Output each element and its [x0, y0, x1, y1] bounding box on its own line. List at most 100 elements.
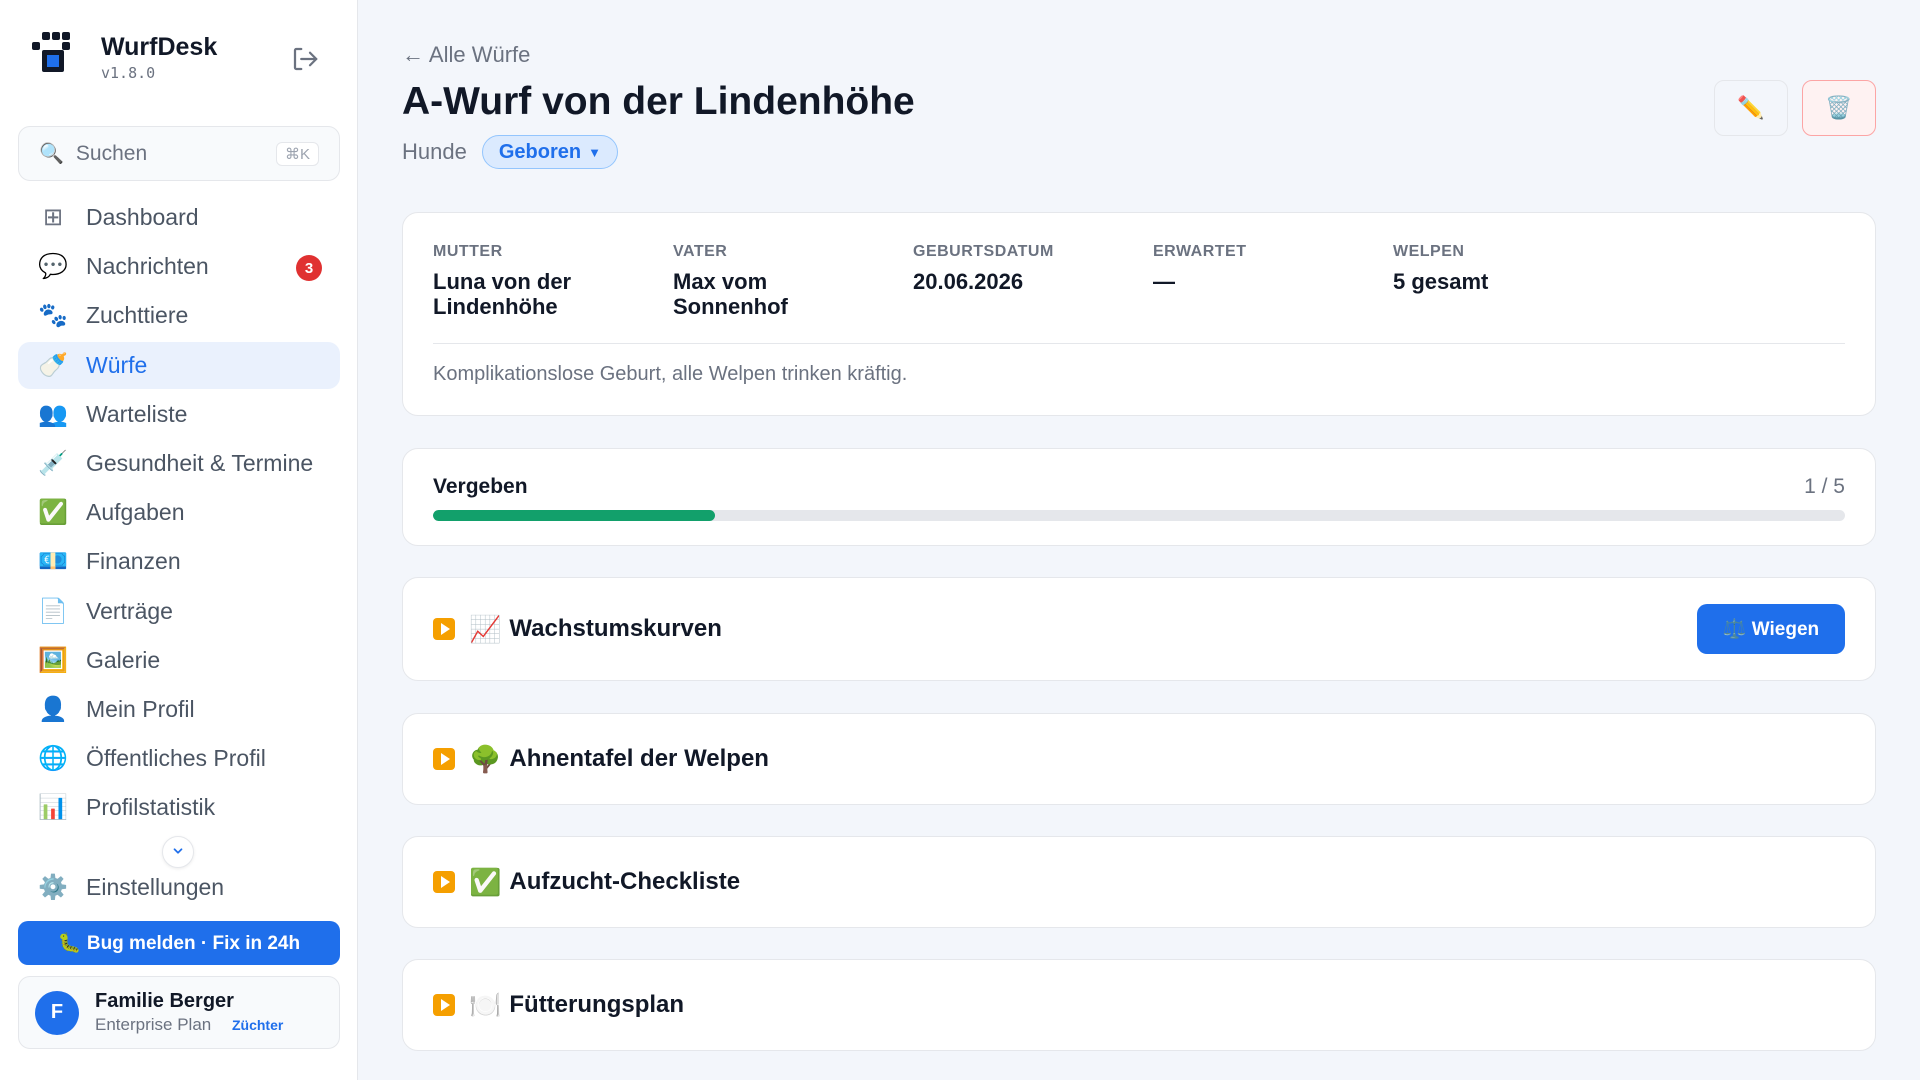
sidebar-item-label: Einstellungen	[86, 874, 225, 900]
sidebar-item-oeffentliches-profil[interactable]: 🌐 Öffentliches Profil	[18, 735, 340, 782]
sidebar-item-label: Mein Profil	[86, 695, 195, 722]
search-placeholder: Suchen	[75, 141, 148, 165]
sidebar-item-dashboard[interactable]: ⊞ Dashboard	[18, 194, 340, 241]
speech-bubble-icon: 💬	[38, 253, 68, 281]
gear-icon: ⚙️	[38, 874, 68, 901]
divider	[433, 343, 1845, 344]
progress-count: 1 / 5	[1804, 475, 1845, 498]
section-title: Wachstumskurven	[509, 615, 722, 642]
app-version: v1.8.0	[101, 64, 156, 82]
sidebar-item-profilstatistik[interactable]: 📊 Profilstatistik	[18, 784, 340, 831]
user-role: Züchter	[231, 1017, 284, 1033]
chevron-down-icon: ▼	[588, 144, 601, 160]
baby-bottle-icon: 🍼	[38, 351, 68, 379]
search-input[interactable]: 🔍 Suchen ⌘K	[18, 126, 340, 181]
fact-puppies: WELPEN 5 gesamt	[1393, 243, 1489, 294]
section-feeding-plan[interactable]: 🍽️ Fütterungsplan	[402, 959, 1876, 1051]
globe-icon: 🌐	[38, 745, 68, 773]
sidebar-item-label: Gesundheit & Termine	[86, 449, 314, 476]
section-rearing-checklist[interactable]: ✅ Aufzucht-Checkliste	[402, 836, 1876, 928]
back-link[interactable]: ← Alle Würfe	[402, 42, 531, 67]
sidebar-item-mein-profil[interactable]: 👤 Mein Profil	[18, 686, 340, 733]
people-icon: 👥	[38, 400, 68, 428]
paw-icon: 🐾	[38, 302, 68, 330]
fact-father: VATER Max vom Sonnenhof	[673, 243, 788, 319]
section-title: Fütterungsplan	[509, 991, 685, 1018]
chevron-down-icon	[171, 844, 185, 861]
main-content: ← Alle Würfe A-Wurf von der Lindenhöhe H…	[358, 0, 1920, 1080]
edit-button[interactable]: ✏️	[1714, 80, 1788, 136]
litter-info-card: MUTTER Luna von der Lindenhöhe VATER Max…	[402, 212, 1876, 416]
sidebar-item-vertraege[interactable]: 📄 Verträge	[18, 588, 340, 635]
sidebar-item-label: Warteliste	[86, 400, 188, 427]
euro-bill-icon: 💶	[38, 548, 68, 576]
sidebar-item-label: Aufgaben	[86, 499, 185, 526]
section-title: Aufzucht-Checkliste	[509, 868, 741, 895]
expand-icon	[433, 871, 455, 893]
sidebar-item-label: Nachrichten	[86, 253, 209, 280]
status-dropdown[interactable]: Geboren ▼	[481, 135, 618, 169]
user-plan: Enterprise Plan	[95, 1015, 212, 1034]
pencil-icon: ✏️	[1737, 95, 1765, 120]
user-card[interactable]: F Familie Berger Enterprise Plan Züchter	[18, 976, 340, 1049]
report-bug-button[interactable]: 🐛 Bug melden · Fix in 24h	[18, 921, 340, 965]
sidebar-item-warteliste[interactable]: 👥 Warteliste	[18, 391, 340, 438]
sidebar-item-label: Würfe	[86, 351, 148, 378]
weigh-button[interactable]: ⚖️ Wiegen	[1697, 604, 1845, 654]
sidebar-item-galerie[interactable]: 🖼️ Galerie	[18, 637, 340, 684]
scroll-down-button[interactable]	[162, 836, 194, 868]
sidebar-nav: ⊞ Dashboard 💬 Nachrichten 3 🐾 Zuchttiere…	[18, 194, 340, 833]
sidebar: WurfDesk v1.8.0 🔍 Suchen ⌘K ⊞ Dashboard …	[0, 0, 358, 1080]
progress-label: Vergeben	[433, 475, 528, 498]
document-icon: 📄	[38, 597, 68, 625]
sidebar-item-label: Zuchttiere	[86, 302, 189, 329]
user-name: Familie Berger	[95, 990, 234, 1012]
logout-icon[interactable]	[290, 44, 320, 74]
sidebar-item-zuchttiere[interactable]: 🐾 Zuchttiere	[18, 292, 340, 339]
dashboard-icon: ⊞	[42, 204, 64, 231]
expand-icon	[433, 618, 455, 640]
sidebar-item-wuerfe[interactable]: 🍼 Würfe	[18, 341, 340, 389]
syringe-icon: 💉	[38, 449, 68, 477]
bar-chart-icon: 📊	[38, 794, 68, 822]
fact-mother: MUTTER Luna von der Lindenhöhe	[433, 243, 572, 319]
sidebar-item-finanzen[interactable]: 💶 Finanzen	[18, 538, 340, 585]
expand-icon	[433, 748, 455, 770]
species-label: Hunde	[402, 139, 467, 164]
wurfdesk-logo-icon	[32, 32, 76, 76]
litter-note: Komplikationslose Geburt, alle Welpen tr…	[433, 363, 908, 385]
section-growth-curves[interactable]: 📈 Wachstumskurven ⚖️ Wiegen	[402, 577, 1876, 681]
expand-icon	[433, 994, 455, 1016]
sidebar-item-label: Galerie	[86, 646, 161, 673]
status-value: Geboren	[498, 140, 582, 163]
section-pedigree[interactable]: 🌳 Ahnentafel der Welpen	[402, 713, 1876, 805]
sidebar-item-label: Finanzen	[86, 548, 181, 575]
tree-icon: 🌳	[469, 743, 502, 774]
sidebar-item-einstellungen[interactable]: ⚙️ Einstellungen	[18, 864, 340, 911]
sidebar-item-aufgaben[interactable]: ✅ Aufgaben	[18, 489, 340, 536]
search-shortcut: ⌘K	[275, 141, 319, 166]
avatar: F	[35, 990, 79, 1035]
sidebar-item-label: Verträge	[86, 597, 173, 624]
trash-icon: 🗑️	[1825, 95, 1853, 120]
fact-expected: ERWARTET —	[1153, 243, 1247, 294]
sidebar-item-label: Dashboard	[86, 204, 199, 230]
picture-icon: 🖼️	[38, 646, 68, 674]
progress-bar-fill	[433, 510, 716, 521]
check-icon: ✅	[38, 499, 68, 527]
app-name: WurfDesk	[101, 33, 218, 61]
check-icon: ✅	[469, 866, 502, 897]
unread-badge: 3	[296, 255, 322, 282]
delete-button[interactable]: 🗑️	[1802, 80, 1876, 136]
page-title: A-Wurf von der Lindenhöhe	[402, 80, 915, 123]
sidebar-item-gesundheit[interactable]: 💉 Gesundheit & Termine	[18, 440, 340, 487]
progress-bar	[433, 510, 1845, 521]
fact-birth-date: GEBURTSDATUM 20.06.2026	[913, 243, 1054, 294]
brand: WurfDesk v1.8.0	[32, 32, 217, 82]
user-icon: 👤	[38, 695, 68, 723]
sidebar-item-nachrichten[interactable]: 💬 Nachrichten 3	[18, 243, 340, 290]
section-title: Ahnentafel der Welpen	[509, 745, 769, 772]
sidebar-item-label: Öffentliches Profil	[86, 745, 266, 772]
chart-increasing-icon: 📈	[469, 613, 502, 644]
search-icon: 🔍	[39, 143, 64, 165]
